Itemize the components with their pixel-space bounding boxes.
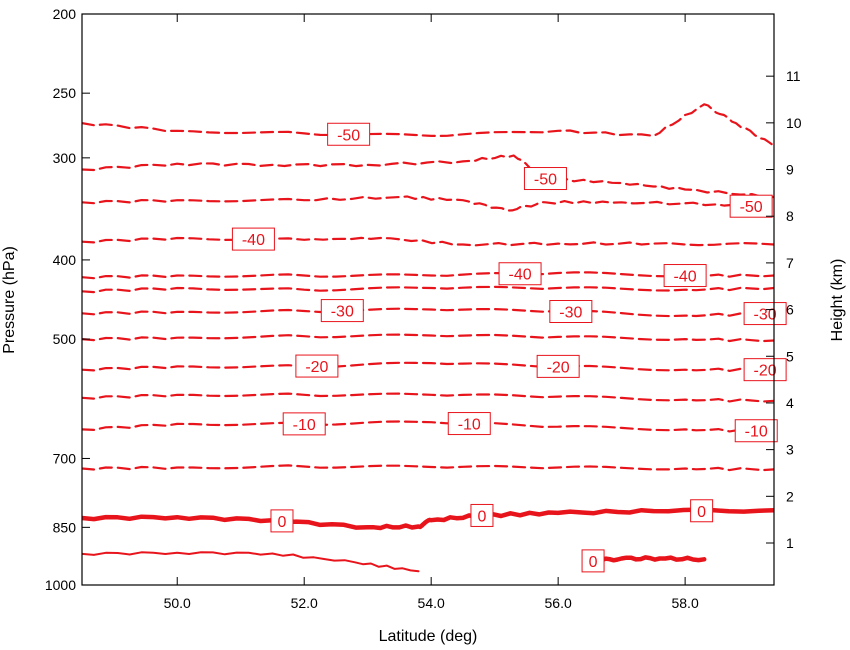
contour-label-box [663, 264, 707, 288]
pressure-tick-label: 700 [53, 450, 77, 466]
height-tick-label: 5 [786, 348, 794, 364]
x-axis-label: Latitude (deg) [379, 628, 478, 645]
contour-label: -50 [534, 172, 557, 189]
height-tick-label: 3 [786, 442, 794, 458]
contour-label: -20 [754, 363, 777, 380]
contour-label: 0 [589, 554, 598, 571]
pressure-tick-label: 850 [53, 519, 77, 535]
right-y-axis-ticks: 1 2 3 4 5 6 7 8 9 10 11 [766, 68, 802, 551]
contour-label-box [743, 302, 787, 326]
x-axis-ticks: 50.0 52.0 54.0 56.0 58.0 [164, 14, 699, 611]
height-tick-label: 11 [786, 68, 801, 84]
pressure-tick-label: 250 [53, 85, 77, 101]
contour-label-box [581, 549, 605, 573]
contour-line-minus-40-3 [82, 236, 774, 247]
contour-label: 0 [697, 504, 706, 521]
contour-label: 0 [278, 514, 287, 531]
contour-label: -40 [242, 232, 265, 249]
contour-label: -20 [305, 359, 328, 376]
contour-label: -10 [293, 417, 316, 434]
contour-label-box [549, 300, 593, 324]
contour-label-box [523, 167, 567, 191]
height-tick-label: 6 [786, 302, 794, 318]
left-y-axis-ticks: 200 250 300 400 500 700 850 1000 [45, 6, 90, 593]
contour-label: -30 [331, 304, 354, 321]
contour-label-box [690, 499, 714, 523]
contour-labels: -50 -50 -50 -40 -40 -40 -30 -30 -30 -20 -20 -20 -10 -… [231, 122, 787, 573]
contour-label-box [743, 358, 787, 382]
contour-line-0-13 [587, 555, 707, 564]
contour-label-box [729, 194, 773, 218]
height-tick-label: 7 [786, 255, 794, 271]
height-tick-label: 10 [786, 115, 802, 131]
plot-frame [81, 13, 775, 586]
contour-label-box [498, 262, 542, 286]
left-y-axis-label: Pressure (hPa) [1, 246, 18, 354]
height-tick-label: 1 [786, 535, 794, 551]
pressure-tick-label: 500 [53, 331, 77, 347]
contour-label-box [270, 509, 294, 533]
contour-line-minus-20-8 [82, 361, 774, 372]
contour-line-minus-10-10 [82, 420, 774, 433]
contour-label: -10 [458, 417, 481, 434]
x-tick-label: 52.0 [291, 595, 318, 611]
contour-label: -50 [337, 127, 360, 144]
contour-label: -10 [745, 424, 768, 441]
contour-label-box [536, 354, 580, 378]
contour-label-box [282, 412, 326, 436]
contour-label: 0 [478, 508, 487, 525]
contour-line-minus-10-11 [82, 464, 774, 472]
x-tick-label: 50.0 [164, 595, 191, 611]
plot-area-background [82, 14, 774, 585]
height-tick-label: 8 [786, 208, 794, 224]
height-tick-label: 2 [786, 488, 794, 504]
contour-label: -30 [559, 305, 582, 322]
pressure-tick-label: 1000 [45, 577, 76, 593]
contour-label-box [447, 412, 491, 436]
height-tick-label: 4 [786, 395, 794, 411]
contour-label: -40 [674, 269, 697, 286]
contour-line-minus-20-9 [82, 392, 774, 403]
contour-label: -50 [740, 199, 763, 216]
x-tick-label: 54.0 [418, 595, 445, 611]
pressure-tick-label: 400 [53, 252, 77, 268]
contour-line-2-14 [82, 551, 420, 573]
contour-label-box [734, 419, 778, 443]
contour-line-0-12 [82, 507, 774, 531]
contour-line-minus-50-1 [82, 154, 774, 199]
contour-line-minus-30-7 [82, 333, 774, 343]
contour-lines [82, 103, 774, 573]
contour-label: -40 [508, 267, 531, 284]
contour-line-minus-50-0 [82, 103, 774, 147]
contour-label-box [295, 354, 339, 378]
contour-label-box [327, 122, 371, 146]
contour-label-box [470, 503, 494, 527]
x-tick-label: 58.0 [671, 595, 698, 611]
pressure-tick-label: 200 [53, 6, 77, 22]
contour-label: -20 [547, 359, 570, 376]
contour-line-minus-50-2 [82, 195, 774, 212]
right-y-axis-label: Height (km) [829, 259, 846, 342]
pressure-tick-label: 300 [53, 150, 77, 166]
contour-line-minus-40-5 [82, 285, 774, 294]
contour-label: -30 [754, 307, 777, 324]
contour-label-box [320, 299, 364, 323]
contour-line-minus-30-6 [82, 307, 774, 318]
contour-label-box [231, 227, 275, 251]
height-tick-label: 9 [786, 162, 794, 178]
x-tick-label: 56.0 [545, 595, 572, 611]
